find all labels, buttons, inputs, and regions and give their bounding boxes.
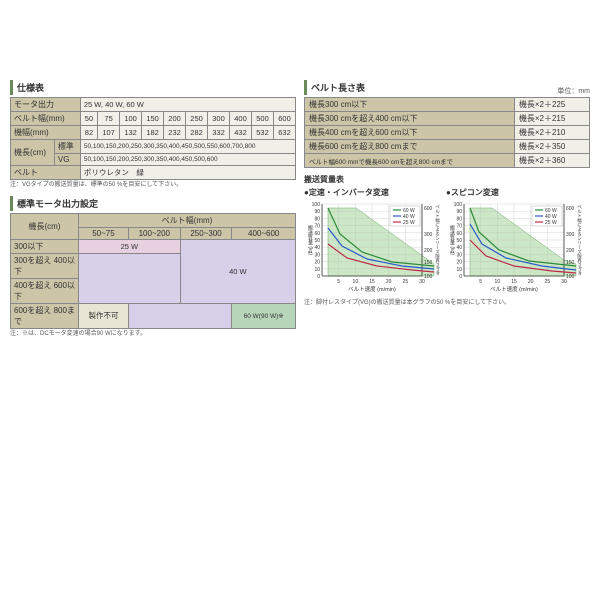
chart2-svg: 0102030405060708090100510152025301001502… (446, 200, 584, 296)
svg-text:30: 30 (456, 252, 462, 258)
svg-text:30: 30 (314, 252, 320, 258)
svg-text:ベルト速度 (m/min): ベルト速度 (m/min) (348, 285, 396, 293)
svg-text:ベルト速度 (m/min): ベルト速度 (m/min) (490, 285, 538, 293)
svg-text:5: 5 (479, 279, 482, 285)
svg-text:ベルト幅によるシリーズ限界m/min: ベルト幅によるシリーズ限界m/min (577, 205, 583, 276)
svg-text:300: 300 (424, 232, 433, 238)
spec-row-label: 機幅(mm) (11, 126, 81, 140)
svg-text:80: 80 (456, 216, 462, 222)
svg-text:60: 60 (314, 231, 320, 237)
svg-text:50: 50 (314, 238, 320, 244)
svg-text:300: 300 (566, 232, 575, 238)
svg-text:20: 20 (528, 279, 534, 285)
svg-text:90: 90 (456, 209, 462, 215)
svg-text:600: 600 (566, 206, 575, 212)
motor-note: 注：※は、DCモータ変速の場合90 Wになります。 (10, 331, 296, 339)
spec-title: 仕様表 (10, 80, 296, 95)
svg-text:15: 15 (369, 279, 375, 285)
svg-text:40: 40 (314, 245, 320, 251)
svg-text:10: 10 (495, 279, 501, 285)
belt-title: ベルト長さ表 (304, 80, 369, 95)
motor-table: 機長(cm)ベルト幅(mm) 50~75100~200250~300400~60… (10, 213, 296, 329)
svg-text:70: 70 (314, 224, 320, 230)
chart-2: ●スピコン変速 01020304050607080901005101520253… (446, 187, 584, 296)
svg-text:100: 100 (312, 202, 321, 208)
spec-row-label: モータ出力 (11, 98, 81, 112)
belt-unit: 単位：mm (557, 86, 590, 96)
spec-table: モータ出力25 W, 40 W, 60 W ベルト幅(mm) 507510015… (10, 97, 296, 180)
svg-text:5: 5 (337, 279, 340, 285)
svg-text:200: 200 (424, 248, 433, 254)
svg-text:10: 10 (314, 267, 320, 273)
svg-text:40: 40 (456, 245, 462, 251)
transport-title: 搬送質量表 (304, 174, 590, 185)
svg-text:90: 90 (314, 209, 320, 215)
svg-text:100: 100 (454, 202, 463, 208)
svg-text:25 W: 25 W (403, 220, 415, 226)
spec-cell: 25 W, 40 W, 60 W (80, 98, 295, 112)
spec-row-label: ベルト幅(mm) (11, 112, 81, 126)
spec-row-label: 機長(cm) (11, 140, 55, 166)
svg-text:50: 50 (456, 238, 462, 244)
belt-table: 機長300 cm以下機長×2＋225 機長300 cmを超え400 cm以下機長… (304, 97, 590, 168)
svg-text:20: 20 (314, 260, 320, 266)
transport-note: 注：脚付レスタイプ(VG)の搬送質量は本グラフの50 %を目安にして下さい。 (304, 300, 590, 308)
svg-text:25 W: 25 W (545, 220, 557, 226)
svg-text:80: 80 (314, 216, 320, 222)
svg-text:25: 25 (403, 279, 409, 285)
svg-text:0: 0 (459, 274, 462, 280)
svg-text:70: 70 (456, 224, 462, 230)
motor-title: 標準モータ出力設定 (10, 196, 296, 211)
svg-text:60: 60 (456, 231, 462, 237)
svg-text:15: 15 (511, 279, 517, 285)
svg-text:20: 20 (386, 279, 392, 285)
svg-text:20: 20 (456, 260, 462, 266)
chart-1: ●定速・インバータ変速 0102030405060708090100510152… (304, 187, 442, 296)
svg-text:0: 0 (317, 274, 320, 280)
svg-text:搬送質量 (kg): 搬送質量 (kg) (449, 224, 455, 255)
svg-text:ベルト幅によるシリーズ限界m/min: ベルト幅によるシリーズ限界m/min (435, 205, 441, 276)
spec-row-label: ベルト (11, 166, 81, 180)
svg-text:600: 600 (424, 206, 433, 212)
svg-text:25: 25 (545, 279, 551, 285)
svg-text:搬送質量 (kg): 搬送質量 (kg) (307, 224, 313, 255)
spec-note: 注：VGタイプの搬送質量は、標準の50 %を目安にして下さい。 (10, 182, 296, 190)
svg-text:100: 100 (424, 274, 433, 280)
svg-text:10: 10 (353, 279, 359, 285)
svg-text:200: 200 (566, 248, 575, 254)
chart1-svg: 0102030405060708090100510152025301001502… (304, 200, 442, 296)
svg-text:10: 10 (456, 267, 462, 273)
svg-text:100: 100 (566, 274, 575, 280)
